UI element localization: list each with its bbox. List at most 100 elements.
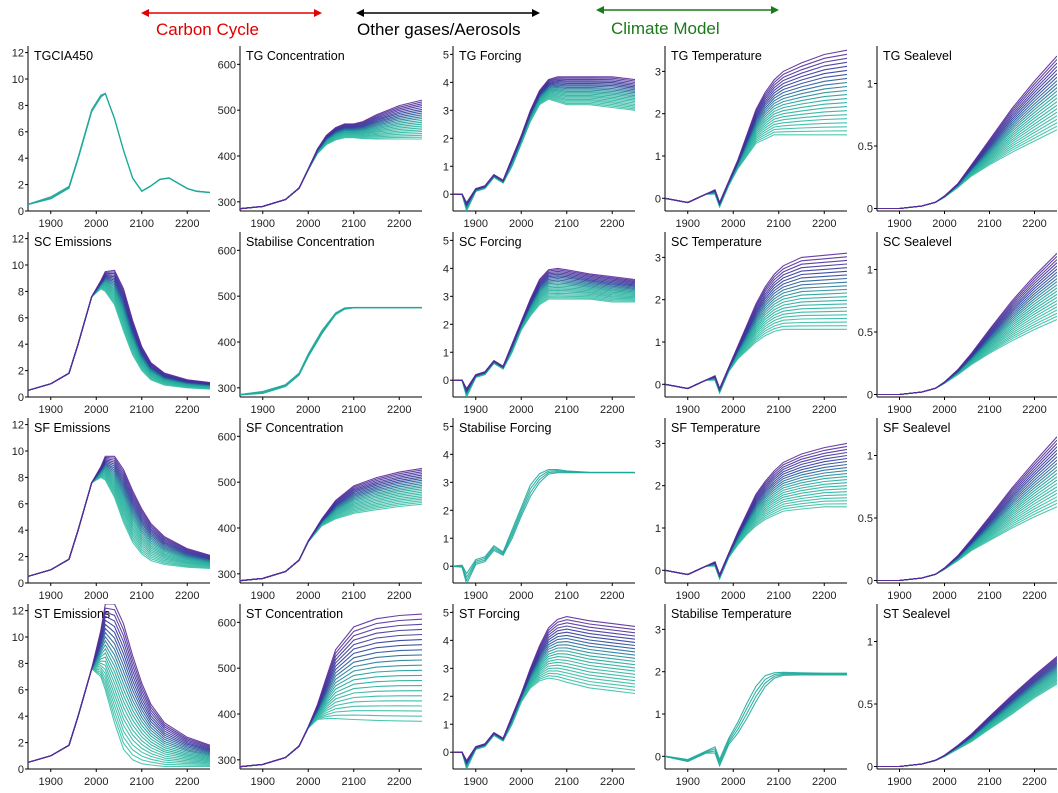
series-ensemble bbox=[453, 468, 635, 583]
y-tick-label: 500 bbox=[218, 291, 236, 303]
x-tick-label: 2100 bbox=[767, 404, 791, 416]
y-tick-label: 400 bbox=[218, 523, 236, 535]
y-tick-label: 300 bbox=[218, 755, 236, 767]
x-tick-label: 2100 bbox=[977, 776, 1001, 788]
series-line bbox=[877, 436, 1057, 582]
x-tick-label: 2100 bbox=[342, 218, 366, 230]
y-tick-label: 0 bbox=[443, 375, 449, 387]
x-tick-label: 2200 bbox=[387, 404, 411, 416]
y-tick-label: 300 bbox=[218, 383, 236, 395]
x-tick-label: 2100 bbox=[555, 776, 579, 788]
y-tick-label: 8 bbox=[18, 658, 24, 670]
series-line bbox=[453, 471, 635, 582]
series-line bbox=[453, 92, 635, 211]
y-tick-label: 1 bbox=[655, 523, 661, 535]
series-line bbox=[453, 97, 635, 211]
chart-title: ST Concentration bbox=[246, 607, 343, 621]
header-arrows bbox=[141, 6, 779, 17]
series-ensemble bbox=[877, 55, 1057, 210]
x-tick-label: 2000 bbox=[296, 590, 320, 602]
y-tick-label: 1 bbox=[867, 265, 873, 277]
y-tick-label: 12 bbox=[12, 420, 24, 432]
climate-model-label: Climate Model bbox=[611, 19, 720, 38]
chart-title: SC Emissions bbox=[34, 235, 112, 249]
x-tick-label: 1900 bbox=[676, 590, 700, 602]
y-tick-label: 10 bbox=[12, 446, 24, 458]
y-tick-label: 2 bbox=[18, 366, 24, 378]
series-ensemble bbox=[28, 604, 210, 767]
y-tick-label: 2 bbox=[18, 738, 24, 750]
y-tick-label: 8 bbox=[18, 100, 24, 112]
series-line bbox=[877, 59, 1057, 210]
x-tick-label: 1900 bbox=[464, 590, 488, 602]
x-tick-label: 2000 bbox=[84, 590, 108, 602]
y-tick-label: 2 bbox=[443, 691, 449, 703]
y-tick-label: 8 bbox=[18, 472, 24, 484]
y-tick-label: 1 bbox=[655, 337, 661, 349]
y-tick-label: 3 bbox=[443, 663, 449, 675]
y-tick-label: 0 bbox=[655, 751, 661, 763]
chart-title: Stabilise Temperature bbox=[671, 607, 792, 621]
series-line bbox=[453, 286, 635, 396]
chart-tg-forcing: 0 1 2 3 4 5 1900 2000 2100 2200 TG Forcing bbox=[443, 46, 635, 230]
series-ensemble bbox=[665, 671, 847, 768]
series-line bbox=[877, 439, 1057, 582]
series-line bbox=[877, 97, 1057, 210]
series-ensemble bbox=[877, 656, 1057, 768]
y-tick-label: 1 bbox=[867, 637, 873, 649]
x-tick-label: 1900 bbox=[251, 218, 275, 230]
x-tick-label: 2100 bbox=[555, 404, 579, 416]
x-tick-label: 2200 bbox=[387, 590, 411, 602]
series-line bbox=[877, 55, 1057, 210]
series-line bbox=[877, 290, 1057, 396]
series-ensemble bbox=[453, 76, 635, 211]
x-tick-label: 2100 bbox=[130, 590, 154, 602]
series-line bbox=[877, 125, 1057, 210]
header: Carbon Cycle Other gases/Aerosols Climat… bbox=[0, 0, 1058, 44]
x-tick-label: 2200 bbox=[812, 590, 836, 602]
chart-title: SF Emissions bbox=[34, 421, 110, 435]
y-tick-label: 0.5 bbox=[858, 327, 873, 339]
series-line bbox=[453, 288, 635, 396]
chart-tg-concentration: 300 400 500 600 1900 2000 2100 2200 TG Concentra… bbox=[218, 46, 422, 230]
x-tick-label: 2200 bbox=[600, 776, 624, 788]
series-line bbox=[453, 76, 635, 204]
series-line bbox=[453, 292, 635, 397]
x-tick-label: 2100 bbox=[342, 590, 366, 602]
series-line bbox=[240, 714, 422, 768]
chart-title: TG Concentration bbox=[246, 49, 345, 63]
chart-stabilise-temperature: 0 1 2 3 1900 2000 2100 2200 Stabilise Temperatur… bbox=[655, 604, 847, 788]
y-tick-label: 12 bbox=[12, 234, 24, 246]
x-tick-label: 2000 bbox=[932, 776, 956, 788]
y-tick-label: 3 bbox=[655, 624, 661, 636]
series-line bbox=[877, 657, 1057, 768]
x-tick-label: 1900 bbox=[39, 404, 63, 416]
y-tick-label: 500 bbox=[218, 663, 236, 675]
series-line bbox=[877, 658, 1057, 768]
series-line bbox=[877, 104, 1057, 210]
series-line bbox=[665, 49, 847, 204]
chart-title: ST Forcing bbox=[459, 607, 520, 621]
x-tick-label: 2100 bbox=[977, 404, 1001, 416]
y-tick-label: 5 bbox=[443, 49, 449, 61]
series-line bbox=[877, 502, 1057, 582]
series-line bbox=[877, 281, 1057, 396]
y-tick-label: 1 bbox=[443, 347, 449, 359]
series-line bbox=[665, 252, 847, 390]
series-line bbox=[877, 252, 1057, 396]
y-tick-label: 4 bbox=[443, 449, 449, 461]
x-tick-label: 2100 bbox=[767, 776, 791, 788]
x-tick-label: 2200 bbox=[175, 776, 199, 788]
series-line bbox=[665, 671, 847, 761]
series-line bbox=[28, 92, 210, 205]
series-ensemble bbox=[877, 252, 1057, 396]
series-ensemble bbox=[453, 267, 635, 397]
y-tick-label: 10 bbox=[12, 260, 24, 272]
series-line bbox=[453, 295, 635, 397]
chart-sc-sealevel: 0 0.5 1 1900 2000 2100 2200 SC Sealevel bbox=[858, 232, 1057, 416]
y-tick-label: 0 bbox=[655, 379, 661, 391]
x-tick-label: 2000 bbox=[296, 776, 320, 788]
y-tick-label: 0 bbox=[18, 578, 24, 590]
series-line bbox=[453, 468, 635, 575]
